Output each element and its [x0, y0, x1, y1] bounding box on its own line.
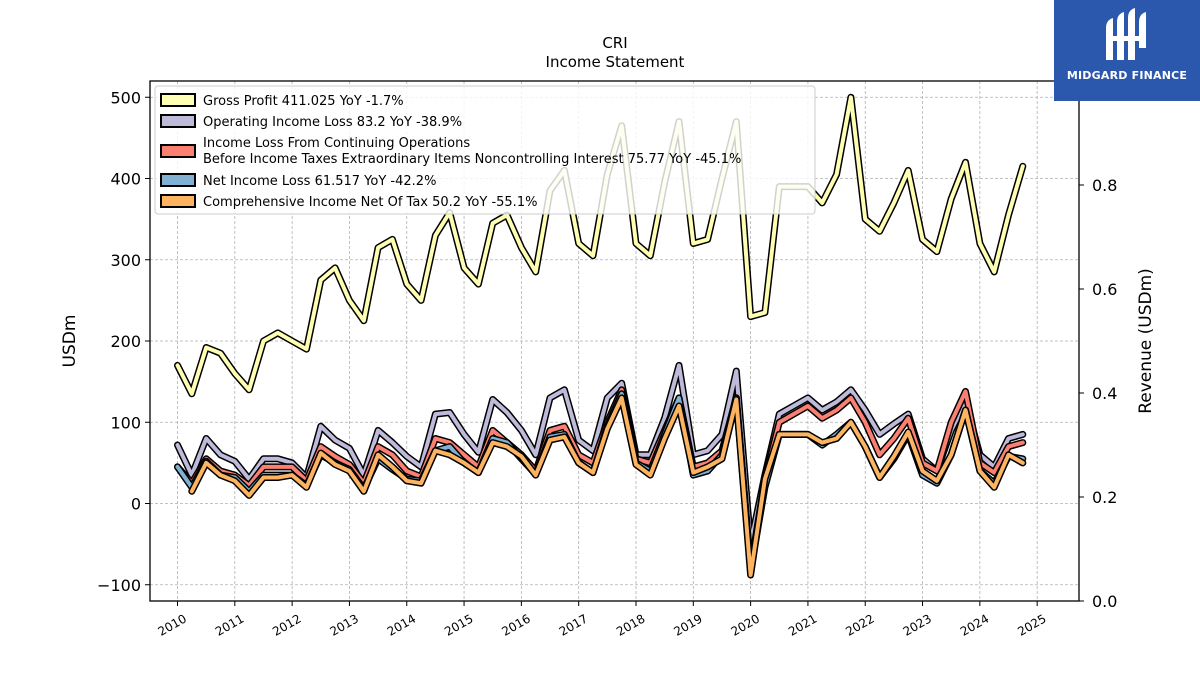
- x-tick-label: 2017: [557, 611, 590, 638]
- legend-swatch-operating-income: [160, 114, 196, 128]
- y-tick-label: 400: [110, 170, 141, 189]
- x-tick-label: 2023: [901, 611, 934, 638]
- y-tick-label: 200: [110, 332, 141, 351]
- x-tick-label: 2016: [499, 611, 532, 638]
- x-tick-label: 2025: [1015, 611, 1048, 638]
- x-tick-label: 2014: [385, 611, 418, 638]
- y-axis-right-label: Revenue (USDm): [1136, 268, 1156, 414]
- x-tick-label: 2022: [843, 611, 876, 638]
- x-tick-label: 2015: [442, 611, 475, 638]
- midgard-logo-icon: [1106, 8, 1146, 60]
- y-tick-label: 300: [110, 251, 141, 270]
- chart-title: CRI: [602, 34, 627, 52]
- legend-label-operating-income: Operating Income Loss 83.2 YoY -38.9%: [203, 115, 462, 130]
- x-tick-label: 2020: [729, 611, 762, 638]
- legend-label-income-before-taxes-line1: Income Loss From Continuing Operations: [203, 136, 470, 151]
- y-right-tick-label: 0.2: [1092, 488, 1117, 507]
- y-tick-label: 0: [131, 495, 141, 514]
- brand-logo: MIDGARD FINANCE: [1054, 0, 1200, 101]
- legend-label-net-income: Net Income Loss 61.517 YoY -42.2%: [203, 174, 436, 189]
- y-tick-label: −100: [97, 576, 141, 595]
- legend-swatch-income-before-taxes: [160, 144, 196, 158]
- y-right-tick-label: 0.0: [1092, 592, 1117, 611]
- chart-subtitle: Income Statement: [546, 53, 685, 71]
- legend-swatch-gross-profit: [160, 93, 196, 107]
- legend-box: [154, 85, 816, 215]
- y-right-tick-label: 0.6: [1092, 280, 1117, 299]
- y-tick-label: 100: [110, 413, 141, 432]
- gross-profit-line: [175, 95, 1025, 396]
- operating-income-line: [175, 363, 1025, 547]
- legend-label-comprehensive-income: Comprehensive Income Net Of Tax 50.2 YoY…: [203, 195, 537, 210]
- x-tick-label: 2021: [786, 611, 819, 638]
- legend-swatch-comprehensive-income: [160, 194, 196, 208]
- legend-label-income-before-taxes-line2: Before Income Taxes Extraordinary Items …: [203, 152, 741, 167]
- x-tick-label: 2012: [270, 611, 303, 638]
- legend-swatch-net-income: [160, 173, 196, 187]
- legend: Gross Profit 411.025 YoY -1.7% Operating…: [154, 85, 816, 215]
- y-right-tick-label: 0.4: [1092, 384, 1117, 403]
- x-tick-label: 2011: [213, 611, 246, 638]
- legend-label-gross-profit: Gross Profit 411.025 YoY -1.7%: [203, 94, 404, 109]
- x-tick-label: 2010: [156, 611, 189, 638]
- x-tick-label: 2018: [614, 611, 647, 638]
- x-tick-label: 2024: [958, 611, 991, 638]
- x-tick-label: 2013: [327, 611, 360, 638]
- y-tick-label: 500: [110, 88, 141, 107]
- brand-name: MIDGARD FINANCE: [1066, 69, 1188, 82]
- y-right-tick-label: 0.8: [1092, 176, 1117, 195]
- comprehensive-income-line: [189, 395, 1025, 577]
- x-tick-label: 2019: [671, 611, 704, 638]
- y-axis-label: USDm: [60, 315, 80, 368]
- series-layer: [174, 93, 1027, 579]
